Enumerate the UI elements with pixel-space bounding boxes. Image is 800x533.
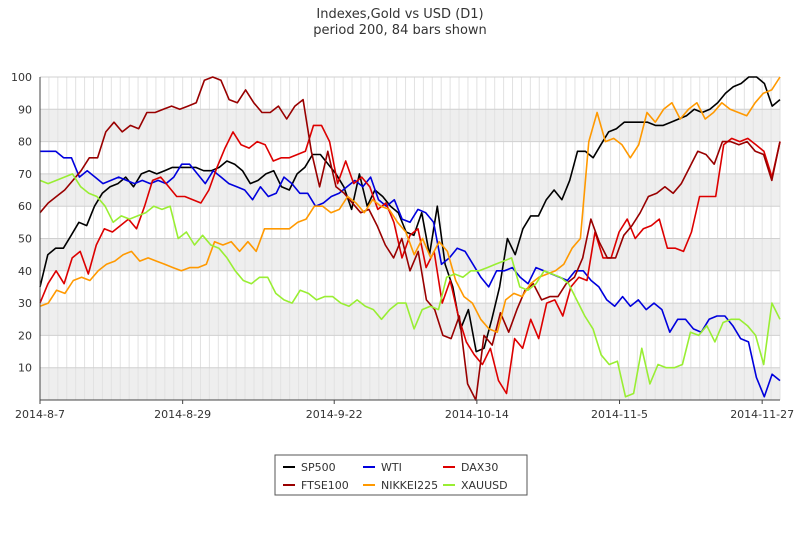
legend-label-xauusd: XAUUSD [461, 479, 508, 492]
x-tick-label: 2014-8-29 [154, 408, 211, 421]
y-tick-label: 90 [18, 103, 32, 116]
legend-label-sp500: SP500 [301, 461, 336, 474]
series-line-nikkei225 [39, 76, 781, 334]
axes [39, 77, 780, 401]
series-line-wti [40, 150, 781, 398]
y-tick-label: 80 [18, 136, 32, 149]
series-line-sp500 [39, 76, 781, 353]
legend-label-dax30: DAX30 [461, 461, 498, 474]
x-tick-label: 2014-11-27 [730, 408, 794, 421]
x-tick-label: 2014-11-5 [591, 408, 648, 421]
legend-label-ftse100: FTSE100 [301, 479, 349, 492]
y-tick-label: 40 [18, 265, 32, 278]
y-axis-ticks: 10 20 30 40 50 60 70 80 90 100 [11, 71, 32, 375]
series-line-xauusd [39, 173, 781, 398]
y-tick-label: 70 [18, 168, 32, 181]
y-tick-label: 20 [18, 329, 32, 342]
x-tick-label: 2014-9-22 [306, 408, 363, 421]
y-tick-label: 60 [18, 200, 32, 213]
series-line-ftse100 [39, 76, 781, 401]
grid-band [40, 367, 780, 400]
series-lines [39, 76, 781, 401]
x-axis-ticks: 2014-8-7 2014-8-29 2014-9-22 2014-10-14 2014… [15, 400, 794, 421]
legend-label-wti: WTI [381, 461, 402, 474]
y-tick-label: 100 [11, 71, 32, 84]
legend: SP500 WTI DAX30 FTSE100 NIKKEI225 XAUUSD [274, 454, 528, 496]
grid-band [40, 109, 780, 142]
legend-label-nikkei225: NIKKEI225 [381, 479, 438, 492]
x-tick-label: 2014-8-7 [15, 408, 65, 421]
x-tick-label: 2014-10-14 [445, 408, 509, 421]
y-tick-label: 30 [18, 297, 32, 310]
y-tick-label: 50 [18, 233, 32, 246]
grid-band [40, 303, 780, 336]
y-tick-label: 10 [18, 362, 32, 375]
legend-box [274, 454, 528, 496]
chart-title: Indexes,Gold vs USD (D1) [316, 7, 483, 22]
series-line-dax30 [39, 124, 781, 395]
chart-subtitle: period 200, 84 bars shown [313, 23, 487, 38]
